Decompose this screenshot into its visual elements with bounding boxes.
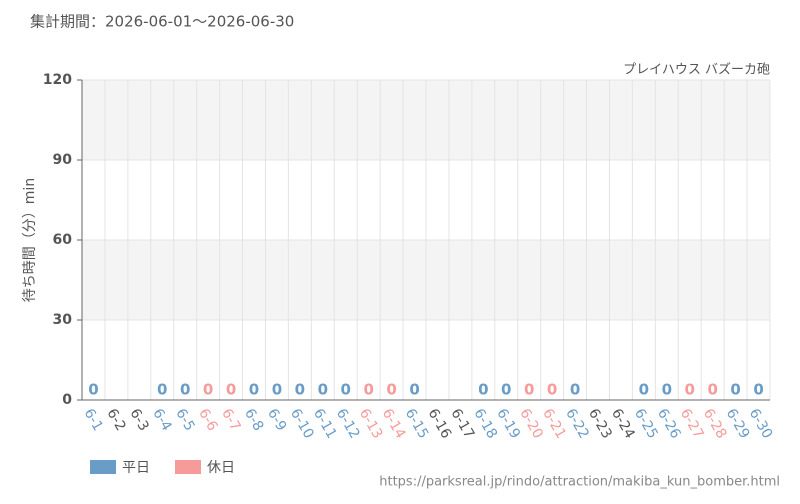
x-tick-label: 6-14 — [379, 406, 409, 442]
value-label: 0 — [341, 381, 351, 399]
value-label: 0 — [501, 381, 511, 399]
value-label: 0 — [639, 381, 649, 399]
value-label: 0 — [730, 381, 740, 399]
y-tick-label: 60 — [53, 232, 73, 248]
x-tick-label: 6-11 — [310, 406, 340, 442]
value-label: 0 — [524, 381, 534, 399]
x-tick-label: 6-9 — [264, 406, 289, 434]
x-tick-label: 6-29 — [723, 406, 753, 442]
legend-label: 平日 — [122, 460, 150, 476]
x-tick-label: 6-15 — [402, 406, 432, 442]
x-tick-label: 6-7 — [218, 406, 243, 434]
value-label: 0 — [662, 381, 672, 399]
legend-label: 休日 — [207, 460, 235, 476]
value-label: 0 — [318, 381, 328, 399]
x-tick-label: 6-5 — [172, 406, 197, 434]
value-label: 0 — [249, 381, 259, 399]
value-label: 0 — [272, 381, 282, 399]
value-label: 0 — [88, 381, 98, 399]
value-label: 0 — [386, 381, 396, 399]
x-tick-label: 6-28 — [700, 406, 730, 442]
y-tick-label: 120 — [43, 72, 72, 88]
value-label: 0 — [570, 381, 580, 399]
value-label: 0 — [203, 381, 213, 399]
value-label: 0 — [707, 381, 717, 399]
x-tick-label: 6-4 — [149, 406, 174, 434]
value-label: 0 — [409, 381, 419, 399]
y-axis-label: 待ち時間（分）min — [22, 178, 38, 302]
x-tick-label: 6-16 — [425, 406, 455, 442]
x-tick-label: 6-10 — [287, 406, 317, 442]
value-label: 0 — [547, 381, 557, 399]
x-tick-label: 6-19 — [493, 406, 523, 442]
x-tick-label: 6-20 — [516, 406, 546, 442]
legend-swatch — [90, 460, 116, 474]
chart-subtitle: プレイハウス バズーカ砲 — [623, 62, 770, 78]
value-label: 0 — [753, 381, 763, 399]
x-tick-label: 6-30 — [746, 406, 776, 442]
x-tick-label: 6-13 — [356, 406, 386, 442]
y-tick-label: 90 — [53, 152, 73, 168]
chart-title: 集計期間：2026-06-01～2026-06-30 — [30, 13, 294, 31]
x-tick-label: 6-18 — [470, 406, 500, 442]
x-tick-label: 6-21 — [539, 406, 569, 442]
value-label: 0 — [685, 381, 695, 399]
legend-swatch — [175, 460, 201, 474]
x-tick-label: 6-6 — [195, 406, 220, 434]
x-tick-label: 6-3 — [126, 406, 151, 434]
x-tick-label: 6-24 — [608, 406, 638, 442]
value-label: 0 — [226, 381, 236, 399]
x-tick-label: 6-1 — [81, 406, 106, 434]
y-tick-label: 30 — [53, 312, 73, 328]
x-tick-label: 6-17 — [447, 406, 477, 442]
x-tick-label: 6-25 — [631, 406, 661, 442]
x-tick-label: 6-23 — [585, 406, 615, 442]
value-label: 0 — [180, 381, 190, 399]
value-label: 0 — [363, 381, 373, 399]
value-label: 0 — [478, 381, 488, 399]
value-label: 0 — [295, 381, 305, 399]
x-tick-label: 6-12 — [333, 406, 363, 442]
y-tick-label: 0 — [62, 392, 72, 408]
source-url: https://parksreal.jp/rindo/attraction/ma… — [379, 475, 780, 490]
x-tick-label: 6-27 — [677, 406, 707, 442]
value-label: 0 — [157, 381, 167, 399]
x-tick-label: 6-26 — [654, 406, 684, 442]
x-tick-label: 6-8 — [241, 406, 266, 434]
x-tick-label: 6-2 — [103, 406, 128, 434]
x-tick-label: 6-22 — [562, 406, 592, 442]
